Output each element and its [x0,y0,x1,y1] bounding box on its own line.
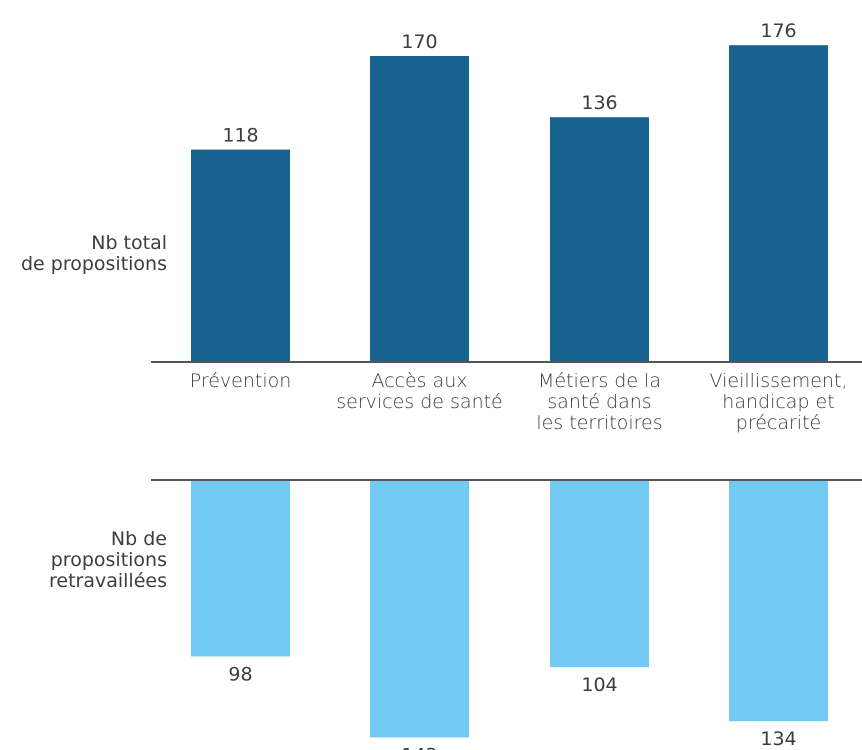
category-label-1: Accès aux services de santé [336,370,503,413]
value-label-total-2: 136 [581,92,617,114]
bar-total-2 [550,117,649,362]
category-label-3: Vieillissement, handicap et précarité [709,370,848,434]
value-label-retravaillees-3: 134 [760,728,796,750]
value-label-total-1: 170 [401,31,437,53]
value-label-retravaillees-0: 98 [228,663,252,685]
bars-retravaillees [191,480,828,738]
bar-retravaillees-0 [191,480,290,657]
bars-total-propositions [191,45,828,362]
bar-total-0 [191,149,290,362]
series-label-total: Nb total de propositions [20,232,167,275]
bar-retravaillees-3 [729,480,828,722]
bar-retravaillees-1 [370,480,469,738]
value-label-retravaillees-2: 104 [581,674,617,696]
series-label-retravaillees: Nb de propositions retravaillées [49,528,167,592]
value-labels: 118 170 136 176 98 143 104 134 [222,20,796,750]
value-label-retravaillees-1: 143 [401,744,437,750]
bar-retravaillees-2 [550,480,649,668]
category-label-2: Métiers de la santé dans les territoires [536,370,663,434]
value-label-total-3: 176 [760,20,796,42]
category-label-0: Prévention [189,370,292,392]
bar-total-1 [370,56,469,362]
value-label-total-0: 118 [222,125,258,147]
bar-total-3 [729,45,828,362]
